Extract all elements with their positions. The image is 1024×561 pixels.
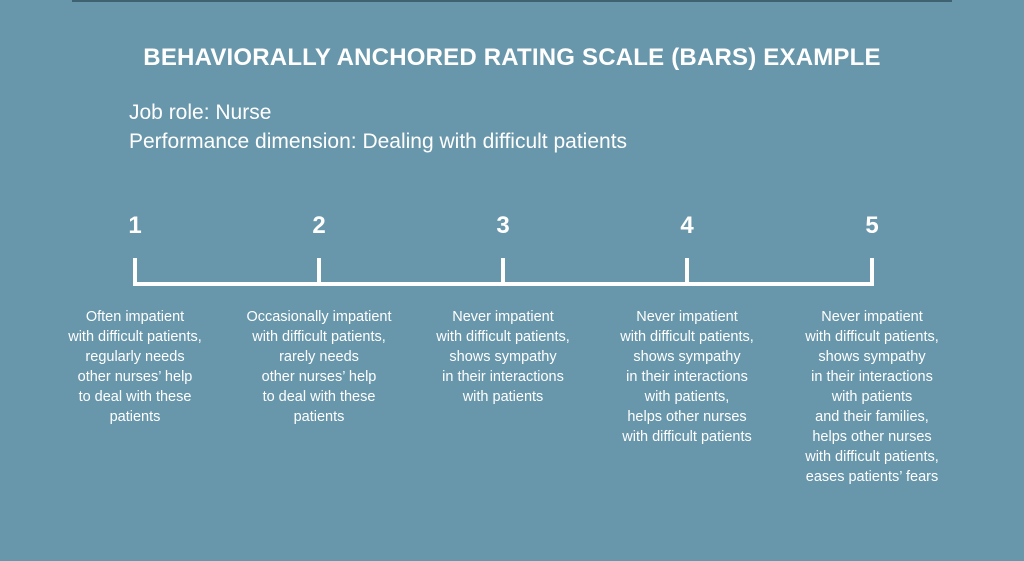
anchor-description-line: with difficult patients, <box>436 329 570 345</box>
anchor-description-line: Never impatient <box>636 309 738 325</box>
anchor-description-line: with difficult patients, <box>252 329 386 345</box>
anchor-description-line: rarely needs <box>279 349 359 365</box>
scale-number-1: 1 <box>128 212 142 239</box>
anchor-description-line: with difficult patients <box>622 429 752 445</box>
performance-dimension-text: Performance dimension: Dealing with diff… <box>129 130 628 153</box>
anchor-description-line: patients <box>293 409 345 425</box>
anchor-description-line: regularly needs <box>85 349 185 365</box>
anchor-description-3: Never impatient with difficult patients, s… <box>413 307 593 407</box>
anchor-description-line: helps other nurses <box>812 429 932 445</box>
anchor-description-line: eases patients’ fears <box>805 469 939 485</box>
anchor-description-5: Never impatient with difficult patients, s… <box>782 307 962 487</box>
anchor-description-line: with difficult patients, <box>805 329 939 345</box>
anchor-description-line: other nurses’ help <box>261 369 377 385</box>
anchor-description-line: Occasionally impatient <box>246 309 392 325</box>
page-title: BEHAVIORALLY ANCHORED RATING SCALE (BARS… <box>143 44 881 71</box>
anchor-description-line: with difficult patients, <box>805 449 939 465</box>
anchor-description-line: Never impatient <box>452 309 554 325</box>
info-block: Job role: Nurse Performance dimension: D… <box>129 98 627 156</box>
anchor-description-line: to deal with these <box>78 389 192 405</box>
scale-number-3: 3 <box>496 212 510 239</box>
anchor-description-1: Often impatient with difficult patients, r… <box>45 307 225 427</box>
scale-number-5: 5 <box>865 212 879 239</box>
scale-number-2: 2 <box>312 212 326 239</box>
job-role-text: Job role: Nurse <box>129 101 272 124</box>
anchor-description-line: and their families, <box>815 409 929 425</box>
anchor-description-line: in their interactions <box>442 369 564 385</box>
anchor-description-line: helps other nurses <box>627 409 747 425</box>
anchor-description-line: in their interactions <box>811 369 933 385</box>
scale-number-4: 4 <box>680 212 694 239</box>
anchor-description-line: Often impatient <box>85 309 185 325</box>
anchor-description-line: in their interactions <box>626 369 748 385</box>
anchor-description-line: to deal with these <box>262 389 376 405</box>
anchor-description-line: with difficult patients, <box>620 329 754 345</box>
anchor-description-line: with patients, <box>644 389 730 405</box>
anchor-description-line: Never impatient <box>821 309 923 325</box>
anchor-description-2: Occasionally impatient with difficult pat… <box>229 307 409 427</box>
anchor-description-line: with difficult patients, <box>68 329 202 345</box>
anchor-description-line: patients <box>109 409 161 425</box>
anchor-description-line: with patients <box>831 389 913 405</box>
anchor-description-line: shows sympathy <box>818 349 926 365</box>
anchor-description-4: Never impatient with difficult patients, s… <box>597 307 777 447</box>
anchor-description-line: shows sympathy <box>449 349 557 365</box>
top-divider <box>72 0 952 2</box>
anchor-description-line: shows sympathy <box>633 349 741 365</box>
anchor-description-line: with patients <box>462 389 544 405</box>
anchor-description-line: other nurses’ help <box>77 369 193 385</box>
